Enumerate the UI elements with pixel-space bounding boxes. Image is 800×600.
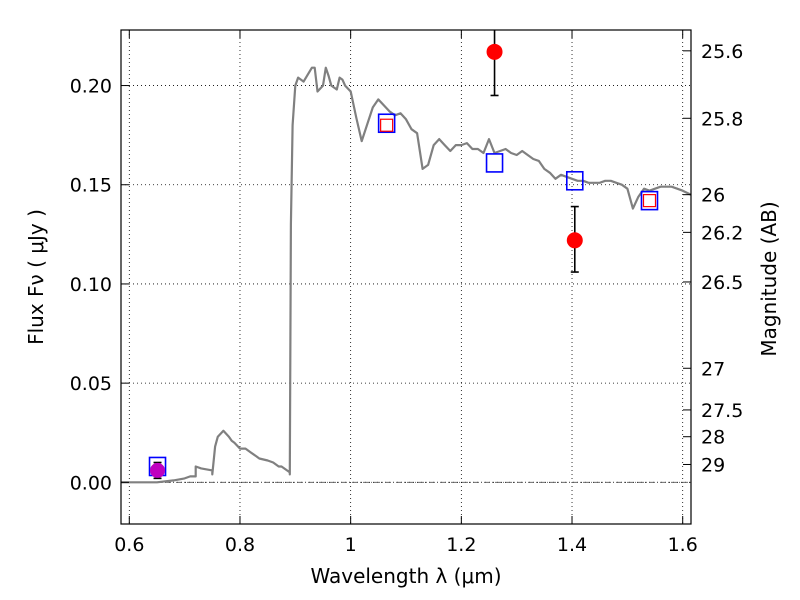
x-tick-label: 1.4	[557, 534, 587, 556]
right-axis-label: Magnitude (AB)	[757, 201, 781, 356]
observed-flux-point	[150, 462, 166, 478]
x-tick-label: 1.2	[446, 534, 476, 556]
y-tick-label: 0.05	[70, 373, 112, 395]
model-flux-square-small	[380, 118, 394, 132]
axis-ticks: 0.6 0.8 1 1.2 1.4 1.6 0.00 0.05 0.10 0.15 0.20 25.6…	[70, 30, 743, 556]
y-tick-label: 0.15	[70, 175, 112, 197]
photometry-points	[148, 30, 659, 480]
right-tick-label: 27.5	[701, 400, 743, 422]
model-flux-square	[485, 153, 504, 173]
grid	[121, 30, 691, 524]
x-tick-label: 0.6	[114, 534, 144, 556]
right-tick-label: 27	[701, 358, 725, 380]
x-tick-label: 0.8	[225, 534, 255, 556]
model-flux-square	[640, 190, 659, 211]
y-axis-label: Flux Fν ( μJy )	[24, 209, 48, 345]
right-tick-label: 25.6	[701, 41, 743, 63]
model-flux-square	[377, 113, 396, 134]
right-tick-label: 28	[701, 427, 725, 449]
model-flux-square	[565, 170, 584, 191]
observed-flux-point	[566, 232, 583, 249]
right-tick-label: 25.8	[701, 108, 743, 130]
y-tick-label: 0.20	[70, 76, 112, 98]
right-tick-label: 26.5	[701, 272, 743, 294]
model-flux-square-small	[642, 194, 657, 208]
y-tick-label: 0.10	[70, 274, 112, 296]
x-axis-label: Wavelength λ (μm)	[310, 564, 501, 588]
plot-frame	[120, 29, 692, 525]
x-tick-label: 1	[345, 534, 357, 556]
right-tick-label: 26	[701, 185, 725, 207]
x-tick-label: 1.6	[668, 534, 698, 556]
right-tick-label: 26.2	[701, 222, 743, 244]
right-tick-label: 29	[701, 454, 725, 476]
model-spectrum-line	[121, 66, 692, 484]
observed-flux-point	[486, 43, 503, 60]
y-tick-label: 0.00	[70, 472, 112, 494]
